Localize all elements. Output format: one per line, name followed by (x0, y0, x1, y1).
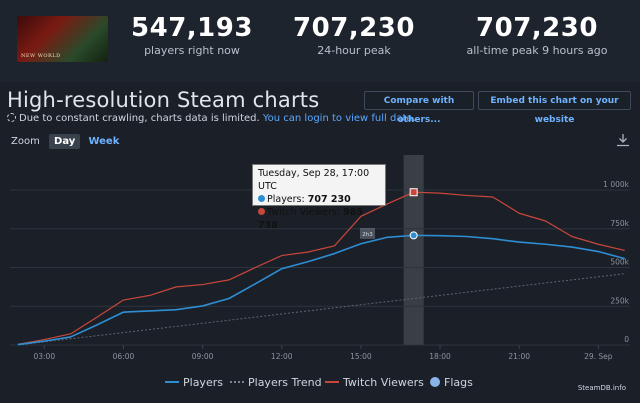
y-tick-label: 500k (610, 258, 629, 267)
zoom-label: Zoom (11, 136, 40, 147)
y-tick-label: 1 000k (603, 180, 629, 189)
highlight-band (403, 155, 424, 345)
chart-flag[interactable] (360, 228, 375, 239)
players-dot-icon (258, 195, 265, 202)
page-title: High-resolution Steam charts (7, 88, 320, 112)
x-tick-label: 29. Sep (584, 352, 613, 361)
y-tick-label: 250k (610, 296, 629, 305)
legend-twitch[interactable]: Twitch Viewers (325, 376, 424, 389)
chart-tooltip: Tuesday, Sep 28, 17:00 UTC Players: 707 … (252, 164, 386, 231)
legend-twitch-label: Twitch Viewers (343, 376, 424, 389)
game-logo: NEW WORLD (21, 53, 61, 59)
legend-players-label: Players (183, 376, 223, 389)
x-tick-label: 09:00 (192, 352, 214, 361)
legend-players[interactable]: Players (165, 376, 223, 389)
legend-flags[interactable]: Flags (430, 376, 473, 389)
stat-all-time-peak: 707,230 all-time peak 9 hours ago (462, 12, 612, 58)
stat-value: 707,230 (476, 13, 598, 43)
game-thumbnail[interactable]: NEW WORLD (17, 16, 108, 62)
twitch-hover-marker (409, 188, 418, 197)
download-icon[interactable] (616, 133, 630, 147)
players-line (17, 234, 625, 346)
x-tick-label: 03:00 (33, 352, 55, 361)
chart-flag-label: 2h3 (362, 232, 373, 238)
tooltip-players-value: 707 230 (307, 194, 351, 205)
zoom-controls: Zoom Day Week (11, 134, 124, 149)
x-tick-label: 06:00 (113, 352, 135, 361)
steamdb-credit: SteamDB.info (577, 384, 626, 392)
zoom-week-button[interactable]: Week (88, 136, 120, 147)
stat-value: 547,193 (131, 13, 253, 43)
x-tick-label: 12:00 (271, 352, 293, 361)
players-hover-marker (409, 231, 418, 240)
x-tick-label: 21:00 (508, 352, 530, 361)
legend-trend[interactable]: Players Trend (230, 376, 322, 389)
twitch-dot-icon (258, 208, 265, 215)
players-line-icon (165, 381, 179, 383)
chart-legend: Players Players Trend Twitch Viewers Fla… (0, 376, 640, 390)
stats-bar: NEW WORLD 547,193 players right now 707,… (0, 0, 640, 82)
flag-circle-icon (430, 377, 440, 387)
embed-chart-button[interactable]: Embed this chart on your website (478, 91, 631, 125)
login-link[interactable]: You can login to view full data. (262, 113, 416, 124)
loading-icon (7, 113, 16, 122)
tooltip-players-label: Players: (267, 194, 305, 205)
x-tick-label: 15:00 (350, 352, 372, 361)
stat-label: players right now (144, 44, 240, 57)
tooltip-twitch-value: 985 738 (258, 207, 363, 231)
tooltip-twitch-row: Twitch Viewers: 985 738 (258, 206, 380, 232)
y-tick-label: 0 (624, 335, 629, 344)
notice-text: Due to constant crawling, charts data is… (19, 113, 260, 124)
data-limited-notice: Due to constant crawling, charts data is… (7, 113, 416, 124)
stat-value: 707,230 (293, 13, 415, 43)
twitch-line (17, 191, 625, 345)
trend-line (17, 273, 625, 346)
trend-line-icon (230, 381, 244, 383)
stat-players-now: 547,193 players right now (122, 12, 262, 58)
y-tick-label: 750k (610, 219, 629, 228)
stat-24h-peak: 707,230 24-hour peak (284, 12, 424, 58)
x-tick-label: 18:00 (429, 352, 451, 361)
players-chart[interactable]: 0 250k 500k 750k 1 000k 03:00 06:00 09:00 12:00 1… (0, 152, 640, 368)
tooltip-date: Tuesday, Sep 28, 17:00 UTC (258, 168, 370, 192)
legend-trend-label: Players Trend (248, 376, 322, 389)
tooltip-twitch-label: Twitch Viewers: (267, 207, 341, 218)
stat-label: all-time peak 9 hours ago (466, 44, 608, 57)
stat-label: 24-hour peak (317, 44, 391, 57)
twitch-line-icon (325, 381, 339, 383)
tooltip-players-row: Players: 707 230 (258, 193, 380, 206)
zoom-day-button[interactable]: Day (49, 134, 81, 149)
legend-flags-label: Flags (444, 376, 473, 389)
compare-button[interactable]: Compare with others... (364, 91, 474, 125)
